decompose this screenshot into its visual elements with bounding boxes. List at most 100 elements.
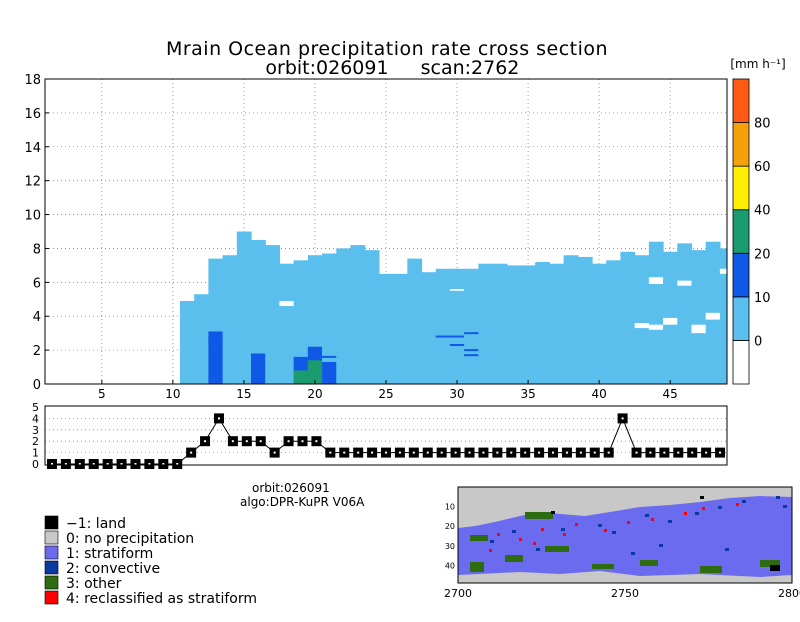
swath-other-7	[525, 512, 553, 519]
swath-map: 2700 2750 2800 10 20 30 40	[444, 486, 800, 600]
precip-column-ray-33	[492, 263, 508, 384]
swath-conv-13	[631, 552, 635, 555]
precip-column-ray-37	[549, 263, 565, 384]
flag-point-dot-2	[64, 463, 67, 465]
swath-reclass-5	[604, 529, 607, 532]
flag-point-dot-9	[162, 463, 165, 465]
echo-gap-0	[279, 300, 294, 307]
colorbar-segment-0	[732, 340, 750, 385]
legend-label-4: 3: other	[66, 576, 122, 592]
flag-y-label-4: 4	[32, 412, 39, 425]
swath-other-8	[470, 535, 488, 541]
flag-y-label-1: 1	[32, 447, 39, 460]
precip-column-ray-21	[322, 253, 337, 384]
swath-map-data	[458, 487, 792, 583]
convective-streak-5	[464, 349, 479, 352]
chart-subtitle-scan: scan:2762	[421, 57, 520, 79]
swath-land-upper	[458, 487, 792, 528]
main-plot-frame	[44, 78, 728, 385]
legend-swatch-1	[44, 530, 59, 545]
x-tick-label-45: 45	[663, 387, 678, 401]
legend-label-1: 0: no precipitation	[66, 531, 194, 547]
precip-column-ray-28	[421, 272, 437, 384]
intense-cell-1	[251, 353, 266, 384]
legend-label-0: −1: land	[66, 516, 126, 532]
precip-column-ray-16	[251, 239, 266, 384]
legend-label-5: 4: reclassified as stratiform	[66, 591, 257, 607]
x-tick-label-35: 35	[520, 387, 535, 401]
colorbar: 0 10 20 40 60 80	[732, 78, 771, 385]
flag-point-dot-38	[565, 451, 568, 454]
flag-point-dot-39	[579, 451, 582, 454]
colorbar-label-40: 40	[754, 204, 771, 219]
precip-column-ray-35	[520, 265, 536, 384]
flag-point-dot-7	[134, 463, 137, 465]
flag-point-dot-22	[343, 451, 346, 454]
precip-column-ray-39	[577, 256, 593, 384]
swath-other-2	[545, 546, 569, 552]
colorbar-segment-2	[732, 252, 750, 298]
precip-column-ray-46	[677, 243, 693, 384]
legend-swatch-2	[44, 545, 59, 560]
swath-conv-9	[718, 506, 722, 509]
precip-column-ray-31	[464, 268, 479, 384]
intense-cell-0	[208, 331, 223, 384]
convective-streak-0	[208, 337, 223, 340]
flag-point-dot-15	[245, 440, 248, 443]
flag-point-dot-41	[607, 451, 610, 454]
convective-streak-2	[435, 335, 465, 338]
echo-gap-2	[634, 323, 649, 329]
swath-x-label-2700: 2700	[444, 587, 472, 600]
flag-point-dot-49	[719, 451, 722, 454]
info-orbit: orbit:026091	[252, 481, 330, 495]
precip-column-ray-19	[293, 260, 309, 384]
flag-point-dot-30	[454, 451, 457, 454]
colorbar-label-10: 10	[754, 291, 771, 306]
swath-other-4	[640, 560, 658, 566]
precip-column-ray-42	[620, 251, 636, 384]
precip-column-ray-40	[592, 263, 607, 384]
swath-y-label-30: 30	[445, 542, 455, 551]
flag-point-dot-16	[259, 440, 262, 443]
convective-streak-4	[464, 332, 479, 335]
flag-point-dot-45	[663, 451, 666, 454]
swath-map-frame	[457, 486, 793, 584]
convective-streak-3	[449, 344, 465, 347]
swath-reclass-7	[651, 518, 654, 521]
flag-point-dot-37	[552, 451, 555, 454]
flag-point-dot-19	[301, 440, 304, 443]
flag-plot-frame	[44, 405, 728, 466]
swath-other-1	[505, 555, 523, 562]
precip-column-ray-36	[535, 262, 550, 384]
swath-reclass-0	[497, 533, 500, 536]
flag-point-dot-36	[538, 451, 541, 454]
flag-point-dot-35	[524, 451, 527, 454]
swath-land-black-1	[700, 496, 704, 499]
colorbar-segment-4	[732, 165, 750, 211]
echo-gap-4	[663, 317, 678, 325]
precip-column-ray-27	[407, 258, 423, 384]
flag-point-dot-8	[148, 463, 151, 465]
precip-column-ray-34	[506, 265, 522, 384]
flag-point-dot-29	[440, 451, 443, 454]
swath-conv-3	[561, 528, 565, 531]
swath-x-label-2800: 2800	[778, 587, 800, 600]
precip-column-ray-29	[435, 268, 451, 384]
swath-other-5	[700, 566, 722, 573]
x-tick-label-40: 40	[591, 387, 606, 401]
swath-reclass-6	[627, 521, 630, 524]
echo-gap-5	[691, 324, 706, 334]
swath-reclass-12	[533, 542, 536, 545]
swath-conv-2	[536, 548, 540, 551]
flag-point-dot-10	[176, 463, 179, 465]
precip-column-ray-47	[691, 250, 707, 384]
flag-point-dot-26	[398, 451, 401, 454]
precip-column-ray-44	[648, 241, 664, 384]
colorbar-segment-3	[732, 209, 750, 254]
main-axis-ticks: 5 10 15 20 25 30 35 40 45 0 2 4 6 8 10 12 14 16 18	[24, 73, 677, 401]
x-tick-label-20: 20	[307, 387, 322, 401]
swath-conv-4	[598, 524, 602, 527]
